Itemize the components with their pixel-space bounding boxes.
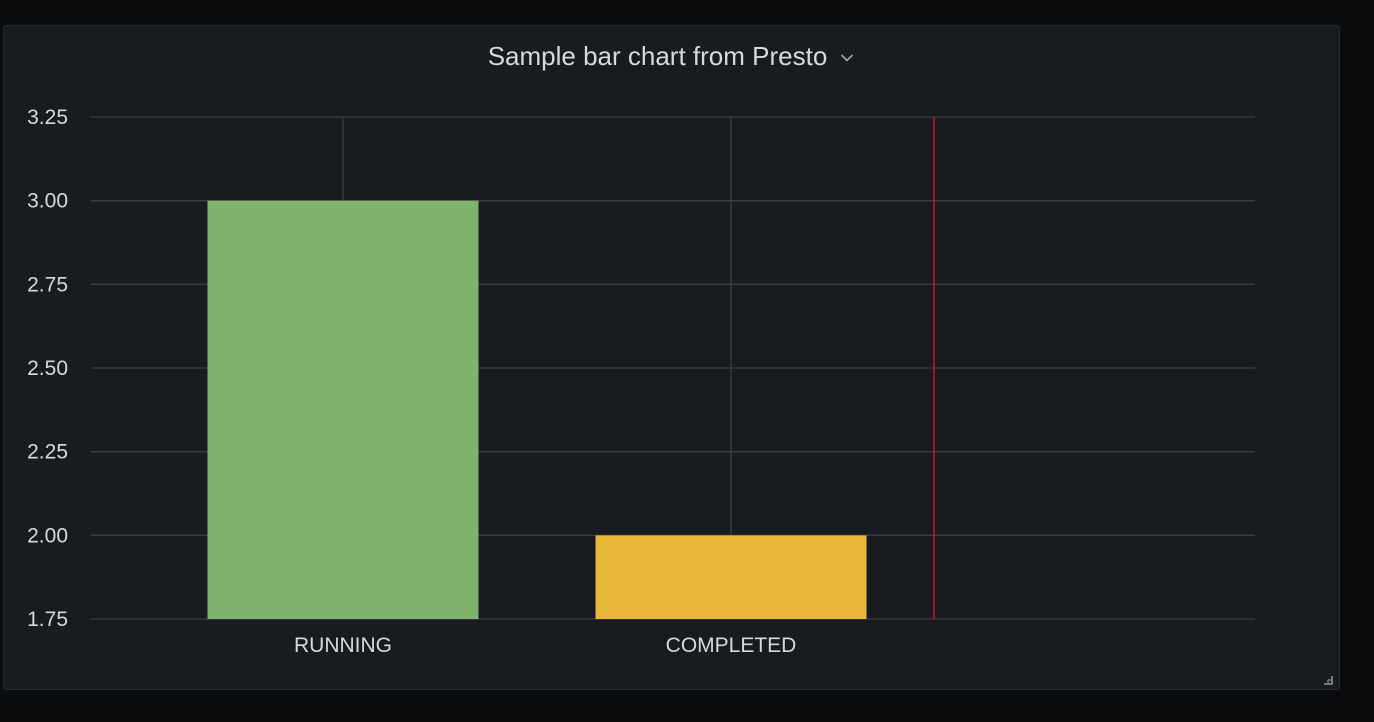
x-tick-label: COMPLETED (666, 634, 797, 657)
chevron-down-icon[interactable] (839, 50, 855, 66)
bar-chart: 1.75 2.00 2.25 2.50 2.75 3.00 3.25 RUNNING COMPL… (27, 106, 1255, 657)
panel-title-menu[interactable]: Sample bar chart from Presto (488, 41, 856, 72)
x-tick-label: RUNNING (294, 634, 392, 657)
y-tick-label: 2.25 (27, 441, 68, 464)
chart-panel: Sample bar chart from Presto 1.75 2.00 2.2… (3, 25, 1340, 690)
y-tick-label: 3.25 (27, 106, 68, 129)
panel-header: Sample bar chart from Presto (4, 38, 1339, 74)
y-tick-label: 2.00 (27, 524, 68, 547)
panel-title[interactable]: Sample bar chart from Presto (487, 40, 828, 71)
bar-running (207, 200, 479, 619)
y-tick-label: 1.75 (27, 608, 68, 631)
y-tick-label: 2.75 (27, 273, 68, 296)
y-tick-label: 3.00 (27, 190, 68, 213)
y-tick-label: 2.50 (27, 357, 68, 380)
bar-completed (595, 535, 867, 619)
resize-handle-icon[interactable] (1323, 675, 1333, 685)
